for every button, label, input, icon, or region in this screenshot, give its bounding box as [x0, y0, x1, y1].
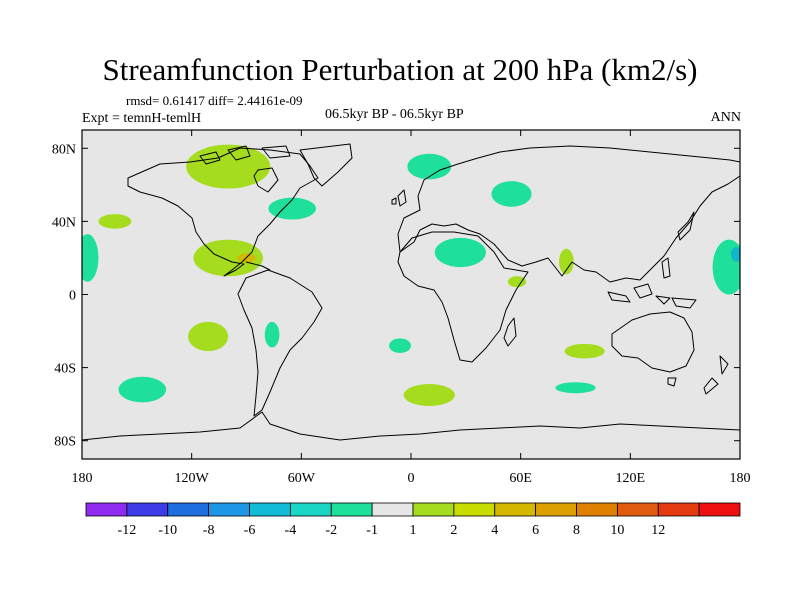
lon-tick-label: 60E	[509, 471, 532, 486]
anomaly-southern-ocean-atlantic	[403, 384, 455, 406]
colorbar-label: 1	[410, 523, 417, 538]
colorbar-swatch	[167, 502, 210, 517]
anomaly-south-america-west	[264, 321, 280, 348]
lon-tick-label: 180	[730, 471, 751, 486]
anomaly-south-atlantic	[389, 338, 411, 353]
colorbar-label: 8	[573, 523, 580, 538]
map-background	[82, 130, 740, 459]
stats-line: rmsd= 0.61417 diff= 2.44161e-09	[126, 93, 303, 108]
colorbar-label: -8	[203, 523, 215, 538]
colorbar-label: 12	[651, 523, 665, 538]
anomaly-southern-indian-ocean	[564, 343, 605, 359]
lat-tick-label: 80S	[54, 435, 76, 450]
lon-tick-label: 0	[408, 471, 415, 486]
colorbar: -12 -10 -8 -6 -4 -2 -1 1 2 4 6 8 10 12	[85, 502, 741, 538]
colorbar-swatch	[330, 502, 373, 517]
anomaly-greenland-sea	[407, 153, 452, 180]
colorbar-label: -2	[325, 523, 337, 538]
colorbar-swatch	[616, 502, 659, 517]
colorbar-swatch	[249, 502, 291, 517]
plot-title: Streamfunction Perturbation at 200 hPa (…	[102, 52, 698, 87]
lon-tick-label: 120W	[175, 471, 210, 486]
experiment-label: Expt = temnH-temlH	[82, 111, 202, 126]
colorbar-swatch	[576, 502, 618, 517]
anomaly-dateline-core	[730, 246, 740, 262]
coastlines	[82, 143, 740, 441]
colorbar-swatch	[289, 502, 332, 517]
colorbar-swatch	[535, 502, 577, 517]
colorbar-label: -1	[366, 523, 378, 538]
map-axes: 180 120W 60W 0 60E 120E 180 80N 40N 0 40S 80S	[52, 130, 751, 486]
colorbar-swatch	[698, 502, 741, 517]
anomaly-southeast-pacific	[188, 321, 229, 352]
anomaly-north-america-arctic	[186, 144, 271, 189]
lon-tick-label: 180	[72, 471, 93, 486]
anomaly-central-asia	[491, 181, 532, 207]
lat-tick-label: 40S	[54, 362, 76, 377]
lat-tick-label: 0	[69, 289, 76, 304]
colorbar-swatch	[494, 502, 537, 517]
anomaly-north-atlantic	[268, 197, 316, 220]
anomaly-arabian-sea	[507, 276, 527, 288]
anomaly-layer	[82, 144, 740, 406]
colorbar-label: -10	[158, 523, 177, 538]
colorbar-label: 2	[450, 523, 457, 538]
season-label: ANN	[710, 110, 741, 125]
anomaly-north-africa	[434, 237, 486, 268]
colorbar-swatch	[453, 502, 496, 517]
colorbar-label: 10	[610, 523, 624, 538]
colorbar-label: 6	[532, 523, 539, 538]
anomaly-bay-of-bengal	[559, 248, 574, 275]
anomaly-southern-ocean-indian	[555, 382, 596, 394]
anomaly-north-pacific	[98, 214, 132, 229]
anomaly-west-pacific-dateline	[82, 234, 99, 282]
lat-tick-label: 40N	[52, 215, 76, 230]
period-label: 06.5kyr BP - 06.5kyr BP	[325, 107, 464, 122]
lon-tick-label: 60W	[288, 471, 316, 486]
colorbar-swatch	[412, 502, 455, 517]
colorbar-swatch	[126, 502, 169, 517]
colorbar-label: -4	[285, 523, 297, 538]
anomaly-south-pacific	[118, 376, 167, 403]
colorbar-swatch	[208, 502, 250, 517]
colorbar-swatch	[371, 502, 414, 517]
lon-tick-label: 120E	[616, 471, 646, 486]
lat-tick-label: 80N	[52, 142, 76, 157]
colorbar-label: -12	[118, 523, 137, 538]
anomaly-mexico-caribbean	[193, 239, 263, 277]
colorbar-label: 4	[491, 523, 498, 538]
colorbar-label: -6	[244, 523, 256, 538]
colorbar-swatch	[657, 502, 700, 517]
colorbar-swatch	[85, 502, 128, 517]
